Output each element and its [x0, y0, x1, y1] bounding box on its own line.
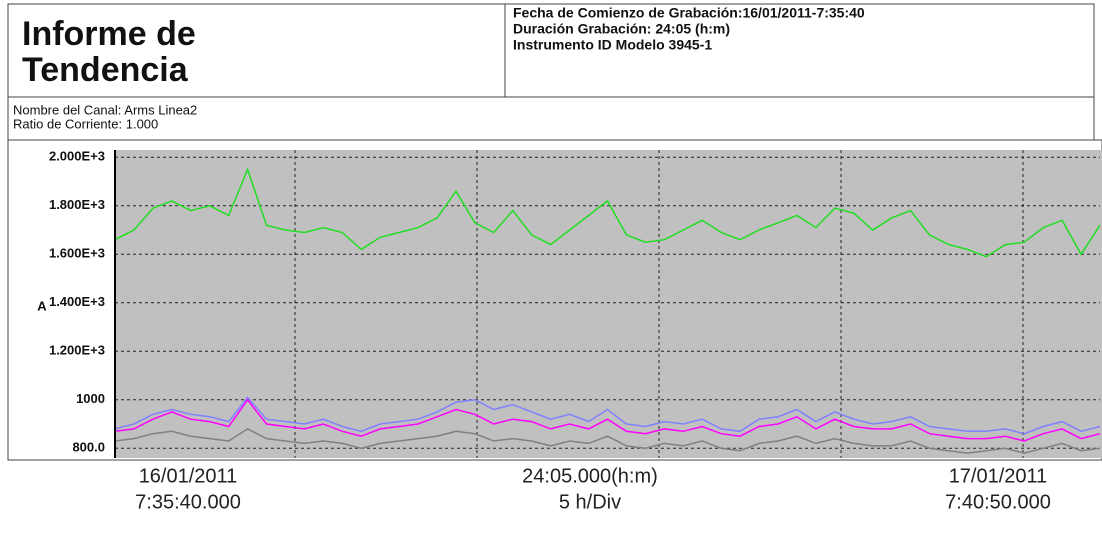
chart-layer — [114, 156, 1101, 454]
x-label: 24:05.000(h:m) — [522, 465, 658, 487]
series-line — [114, 398, 1101, 442]
x-label: 16/01/2011 — [139, 465, 238, 487]
x-label: 5 h/Div — [559, 491, 621, 513]
series-line — [114, 428, 1101, 454]
y-tick-label: 2.000E+3 — [49, 149, 105, 164]
y-tick-label: 1.600E+3 — [49, 246, 105, 261]
header-info: Instrumento ID Modelo 3945-1 — [513, 37, 712, 53]
channel-box — [7, 96, 1095, 141]
channel-info: Nombre del Canal: Arms Linea2 — [13, 102, 197, 117]
series-line — [114, 396, 1101, 435]
y-tick-label: 1.400E+3 — [49, 294, 105, 309]
x-label: 17/01/2011 — [949, 465, 1048, 487]
y-axis-label: A — [37, 298, 47, 313]
plot-area — [115, 150, 1102, 458]
header-box — [7, 3, 1095, 98]
header-info: Fecha de Comienzo de Grabación:16/01/201… — [513, 5, 865, 21]
series-line — [114, 167, 1101, 258]
channel-info: Ratio de Corriente: 1.000 — [13, 116, 158, 131]
y-tick-label: 1.800E+3 — [49, 197, 105, 212]
header-info: Duración Grabación: 24:05 (h:m) — [513, 21, 730, 37]
report-title: Tendencia — [22, 51, 189, 89]
report-title: Informe de — [22, 15, 196, 53]
y-tick-label: 1.200E+3 — [49, 343, 105, 358]
y-tick-label: 1000 — [76, 391, 105, 406]
y-tick-label: 800.0 — [72, 440, 105, 455]
x-label: 7:40:50.000 — [945, 491, 1051, 513]
x-label: 7:35:40.000 — [135, 491, 241, 513]
